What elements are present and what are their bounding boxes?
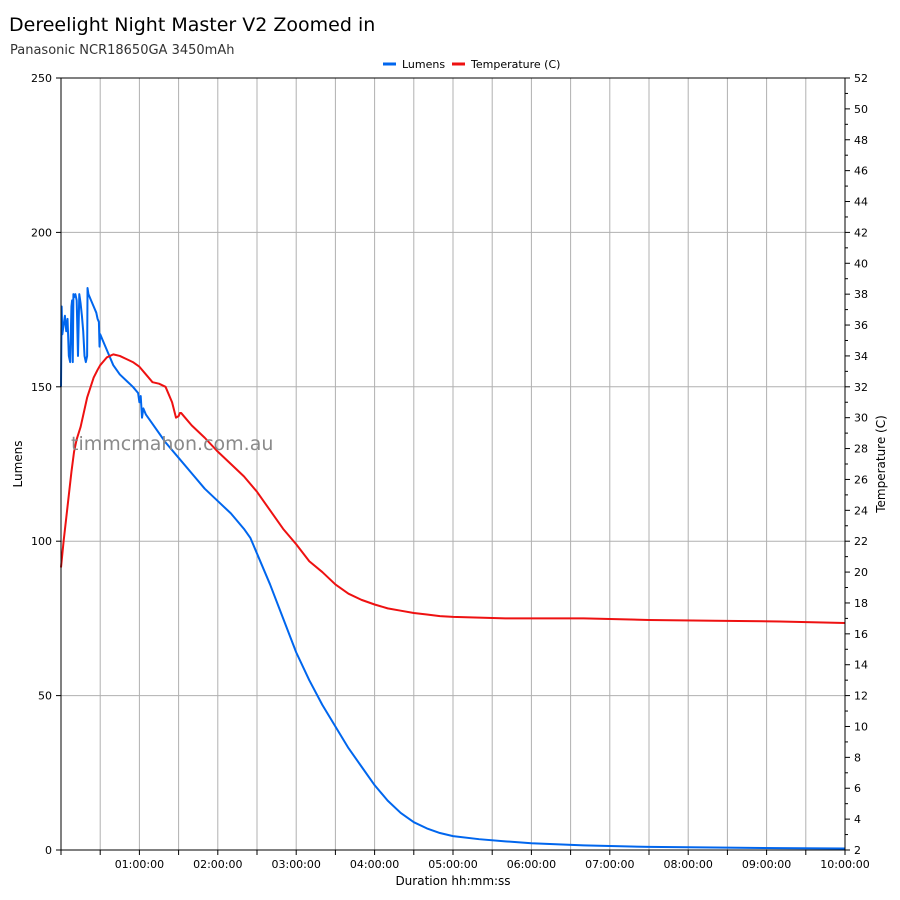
x-tick-label: 04:00:00: [350, 858, 399, 871]
x-tick-label: 06:00:00: [507, 858, 556, 871]
y2-tick-label: 14: [854, 659, 868, 672]
y2-tick-label: 44: [854, 196, 868, 209]
y2-tick-label: 50: [854, 103, 868, 116]
y2-tick-label: 48: [854, 134, 868, 147]
y2-tick-label: 24: [854, 504, 868, 517]
y2-tick-label: 34: [854, 350, 868, 363]
x-tick-label: 03:00:00: [271, 858, 320, 871]
legend-label-temperature: Temperature (C): [470, 58, 560, 71]
y-tick-label: 250: [31, 72, 52, 85]
series-line-lumens: [60, 286, 846, 850]
y2-tick-label: 22: [854, 535, 868, 548]
y2-axis-title: Temperature (C): [874, 415, 888, 514]
chart-title: Dereelight Night Master V2 Zoomed in: [9, 14, 376, 36]
y-tick-label: 150: [31, 381, 52, 394]
legend: Lumens Temperature (C): [383, 58, 560, 71]
y2-tick-label: 20: [854, 566, 868, 579]
y2-tick-label: 52: [854, 72, 868, 85]
y-tick-label: 200: [31, 226, 52, 239]
y2-tick-label: 2: [854, 844, 861, 857]
y2-tick-label: 28: [854, 443, 868, 456]
x-tick-label: 08:00:00: [663, 858, 712, 871]
x-tick-label: 09:00:00: [742, 858, 791, 871]
y2-tick-label: 6: [854, 782, 861, 795]
y2-tick-label: 26: [854, 473, 868, 486]
x-tick-label: 02:00:00: [193, 858, 242, 871]
y2-tick-label: 18: [854, 597, 868, 610]
legend-label-lumens: Lumens: [402, 58, 445, 71]
series-lines: [60, 286, 846, 850]
y2-tick-label: 12: [854, 690, 868, 703]
watermark-text: timmcmahon.com.au: [71, 433, 273, 455]
y-axis-title: Lumens: [11, 440, 25, 487]
x-tick-label: 07:00:00: [585, 858, 634, 871]
y2-tick-label: 10: [854, 720, 868, 733]
x-tick-label: 05:00:00: [428, 858, 477, 871]
y2-tick-label: 40: [854, 257, 868, 270]
y-tick-label: 0: [45, 844, 52, 857]
x-tick-label: 01:00:00: [115, 858, 164, 871]
x-axis-title: Duration hh:mm:ss: [395, 874, 510, 888]
y2-tick-label: 42: [854, 226, 868, 239]
grid-lines: [61, 78, 845, 850]
y-tick-label: 50: [38, 690, 52, 703]
y2-tick-label: 46: [854, 165, 868, 178]
x-tick-label: 10:00:00: [820, 858, 869, 871]
series-line-temperature: [60, 353, 846, 625]
y2-tick-label: 32: [854, 381, 868, 394]
y2-tick-label: 36: [854, 319, 868, 332]
y2-tick-label: 30: [854, 412, 868, 425]
axes: 01:00:00 02:00:00 03:00:00 04:00:00 05:00:00…: [31, 72, 870, 871]
chart-subtitle: Panasonic NCR18650GA 3450mAh: [10, 43, 235, 58]
y2-tick-label: 8: [854, 751, 861, 764]
y2-tick-label: 4: [854, 813, 861, 826]
y2-tick-label: 38: [854, 288, 868, 301]
y2-tick-label: 16: [854, 628, 868, 641]
y-tick-label: 100: [31, 535, 52, 548]
